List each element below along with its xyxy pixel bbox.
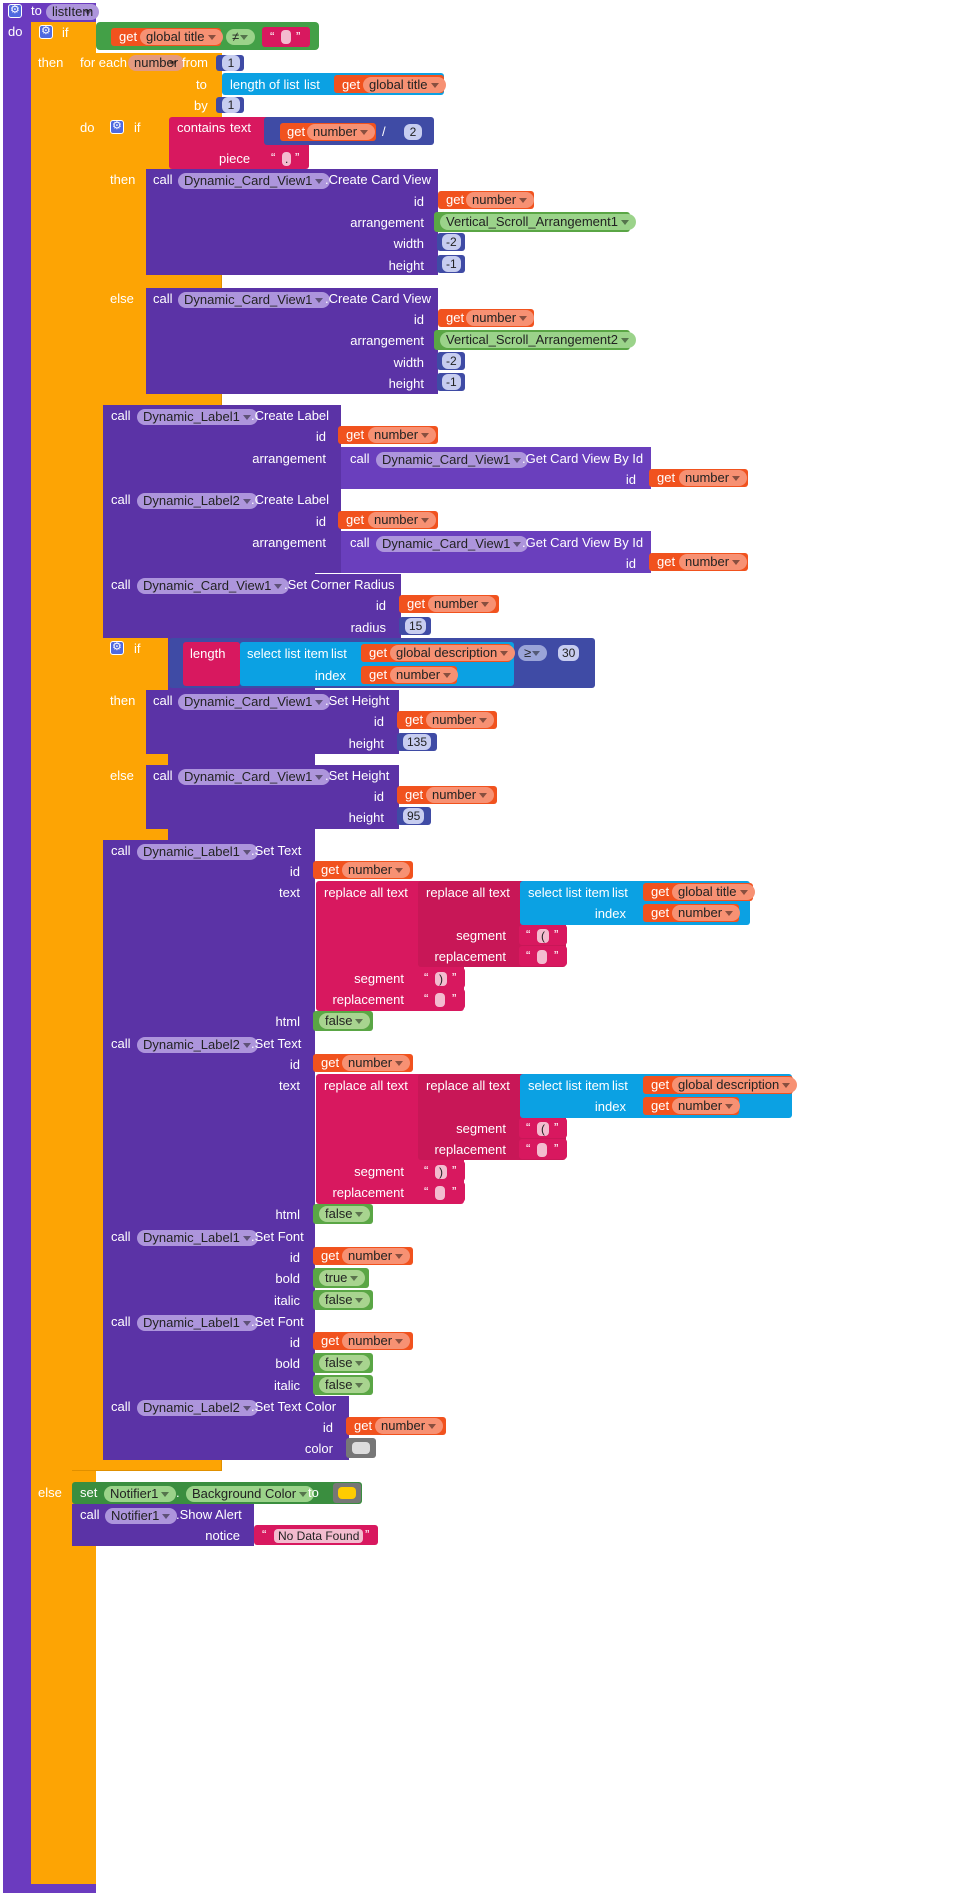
color-swatch[interactable] <box>352 1442 370 1454</box>
operator-dropdown[interactable]: ≠ <box>226 29 256 45</box>
var-dropdown[interactable]: global title <box>140 29 223 45</box>
by-number[interactable]: 1 <box>222 97 240 113</box>
loop-var-field[interactable]: number <box>128 55 185 71</box>
then-label: then <box>38 55 64 70</box>
no-data-string[interactable]: No Data Found <box>274 1529 364 1543</box>
from-number[interactable]: 1 <box>222 55 240 71</box>
empty-string <box>281 30 291 44</box>
gear-icon[interactable] <box>110 640 124 655</box>
proc-name-field[interactable]: listItem <box>46 4 100 20</box>
length-block[interactable] <box>183 642 240 686</box>
var-dropdown[interactable]: global title <box>363 77 446 93</box>
proc-to: to <box>31 3 42 18</box>
gear-icon[interactable] <box>110 119 124 134</box>
set-text-call-1[interactable] <box>103 840 315 1032</box>
gear-icon[interactable] <box>39 24 53 39</box>
var-dropdown[interactable]: number <box>307 124 376 140</box>
gear-icon[interactable] <box>8 3 22 18</box>
proc-do: do <box>8 24 23 39</box>
component-dropdown[interactable]: Dynamic_Card_View1 <box>178 173 331 189</box>
if-label: if <box>62 25 69 40</box>
notifier-color-swatch[interactable] <box>338 1487 356 1499</box>
set-text-call-2[interactable] <box>103 1033 315 1225</box>
for-each-label: for each <box>80 55 127 70</box>
